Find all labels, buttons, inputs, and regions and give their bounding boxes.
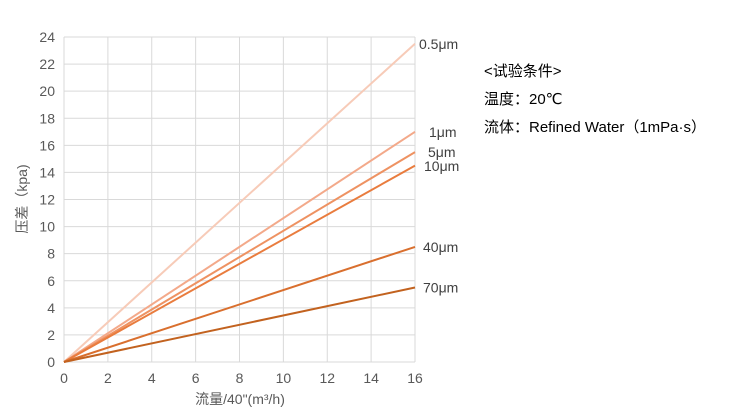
y-tick-label: 24	[39, 29, 55, 45]
series-line-0.5μm	[63, 43, 416, 363]
series-line-5μm	[63, 151, 416, 363]
y-tick-label: 22	[39, 56, 55, 72]
x-tick-label: 0	[60, 370, 68, 386]
x-tick-label: 2	[104, 370, 112, 386]
series-label-40μm: 40μm	[423, 239, 458, 255]
x-tick-label: 4	[148, 370, 156, 386]
y-tick-label: 14	[39, 164, 55, 180]
x-tick-label: 8	[236, 370, 244, 386]
y-tick-label: 6	[47, 273, 55, 289]
x-tick-label: 10	[276, 370, 292, 386]
x-tick-label: 12	[319, 370, 335, 386]
conditions-title: <试验条件>	[484, 63, 562, 80]
x-tick-label: 6	[192, 370, 200, 386]
conditions-fluid: 流体：Refined Water（1mPa·s）	[484, 119, 706, 136]
series-line-70μm	[63, 286, 416, 363]
series-line-1μm	[63, 130, 416, 363]
series-label-0.5μm: 0.5μm	[419, 36, 458, 52]
y-tick-label: 8	[47, 246, 55, 262]
x-axis-label: 流量/40"(m³/h)	[195, 391, 285, 407]
y-tick-label: 16	[39, 137, 55, 153]
series-line-10μm	[63, 164, 416, 363]
conditions-temperature: 温度：20℃	[484, 91, 563, 108]
y-tick-label: 18	[39, 110, 55, 126]
y-axis-label: 压差（kpa)	[14, 164, 30, 233]
y-tick-label: 2	[47, 327, 55, 343]
series-label-10μm: 10μm	[424, 158, 459, 174]
y-tick-label: 0	[47, 354, 55, 370]
y-tick-label: 10	[39, 219, 55, 235]
x-tick-label: 16	[407, 370, 423, 386]
x-tick-label: 14	[363, 370, 379, 386]
y-tick-label: 4	[47, 300, 55, 316]
series-label-5μm: 5μm	[428, 144, 456, 160]
series-label-70μm: 70μm	[423, 280, 458, 296]
y-tick-label: 12	[39, 192, 55, 208]
y-tick-label: 20	[39, 83, 55, 99]
series-label-1μm: 1μm	[429, 124, 457, 140]
series-line-40μm	[63, 245, 416, 363]
